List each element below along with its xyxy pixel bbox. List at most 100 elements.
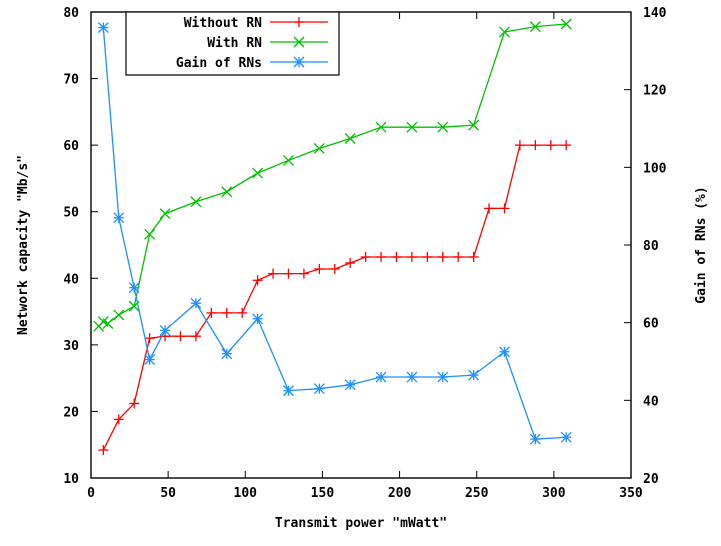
data-point-without-rn bbox=[345, 257, 356, 268]
data-point-without-rn bbox=[391, 251, 402, 262]
data-point-with-rn bbox=[560, 18, 572, 30]
y2-tick-label: 20 bbox=[643, 472, 659, 487]
data-point-gain-of-rns-stroke bbox=[113, 212, 125, 224]
data-point-gain-of-rns-stroke bbox=[97, 22, 109, 33]
data-point-gain-of-rns bbox=[468, 369, 480, 381]
data-point-gain-of-rns-stroke bbox=[144, 354, 156, 366]
data-point-with-rn-stroke bbox=[529, 21, 541, 33]
data-point-gain-of-rns-stroke bbox=[283, 385, 294, 397]
data-point-without-rn bbox=[252, 275, 263, 286]
data-point-gain-of-rns bbox=[144, 354, 156, 366]
y2-tick-label: 80 bbox=[643, 239, 659, 254]
data-point-without-rn bbox=[468, 251, 479, 262]
data-point-with-rn-stroke bbox=[283, 154, 294, 166]
data-point-without-rn bbox=[144, 333, 155, 344]
data-point-gain-of-rns bbox=[344, 379, 356, 391]
data-point-gain-of-rns bbox=[313, 383, 325, 395]
data-point-gain-of-rns bbox=[128, 282, 140, 294]
data-point-without-rn bbox=[98, 445, 109, 456]
data-point-without-rn bbox=[422, 251, 433, 262]
data-point-with-rn-stroke bbox=[113, 309, 125, 321]
data-point-with-rn bbox=[375, 121, 387, 133]
x-tick-label: 100 bbox=[234, 486, 258, 501]
data-point-with-rn-stroke bbox=[560, 18, 572, 30]
data-point-with-rn-stroke bbox=[313, 143, 325, 154]
series-line-without-rn bbox=[102, 144, 567, 451]
y2-tick-label: 60 bbox=[643, 317, 659, 332]
data-point-with-rn bbox=[529, 21, 541, 33]
data-point-with-rn-stroke bbox=[344, 133, 356, 144]
data-point-gain-of-rns-stroke bbox=[529, 433, 541, 445]
data-point-with-rn bbox=[344, 133, 356, 144]
data-point-without-rn bbox=[206, 307, 217, 318]
legend-swatch-marker-gain-of-rns bbox=[293, 56, 305, 68]
data-point-without-rn bbox=[360, 251, 371, 262]
data-point-without-rn bbox=[298, 268, 309, 279]
data-point-gain-of-rns bbox=[529, 433, 541, 445]
data-point-gain-of-rns bbox=[97, 22, 109, 33]
data-point-with-rn bbox=[437, 121, 449, 133]
data-point-gain-of-rns bbox=[159, 324, 171, 336]
y-tick-label: 30 bbox=[63, 339, 79, 354]
data-point-without-rn bbox=[437, 251, 448, 262]
data-point-without-rn bbox=[545, 140, 556, 151]
data-point-gain-of-rns-stroke bbox=[468, 369, 480, 381]
data-point-gain-of-rns bbox=[252, 313, 264, 325]
data-point-without-rn bbox=[406, 251, 417, 262]
data-point-gain-of-rns-stroke bbox=[560, 431, 572, 443]
y2-tick-label: 100 bbox=[643, 161, 667, 176]
legend-swatch-marker-without-rn bbox=[294, 17, 304, 27]
data-point-gain-of-rns bbox=[113, 212, 125, 224]
data-point-gain-of-rns bbox=[375, 371, 387, 383]
y2-axis-title: Gain of RNs (%) bbox=[694, 186, 709, 303]
series-line-with-rn bbox=[98, 23, 567, 327]
data-point-gain-of-rns-stroke bbox=[375, 371, 387, 383]
data-point-gain-of-rns-stroke bbox=[437, 371, 449, 383]
data-point-without-rn bbox=[484, 203, 495, 214]
data-point-with-rn bbox=[190, 196, 202, 208]
data-point-gain-of-rns-stroke bbox=[221, 348, 233, 360]
series-without-rn bbox=[98, 140, 572, 456]
data-point-gain-of-rns bbox=[560, 431, 572, 443]
series-line-gain-of-rns bbox=[102, 27, 567, 440]
data-point-gain-of-rns-stroke bbox=[313, 383, 325, 395]
legend-swatch-marker-gain-of-rns-stroke bbox=[293, 56, 305, 68]
data-point-with-rn-stroke bbox=[499, 26, 510, 38]
legend-swatch-marker-with-rn-stroke bbox=[293, 36, 305, 48]
series-gain-of-rns bbox=[97, 22, 572, 445]
data-point-with-rn bbox=[499, 26, 510, 38]
data-point-without-rn bbox=[175, 331, 186, 342]
data-point-without-rn bbox=[237, 307, 248, 318]
data-point-with-rn bbox=[252, 167, 264, 179]
legend-label-without-rn: Without RN bbox=[184, 16, 262, 31]
data-point-with-rn-stroke bbox=[190, 196, 202, 208]
data-point-with-rn-stroke bbox=[252, 167, 264, 179]
legend-label-with-rn: With RN bbox=[207, 36, 262, 51]
y-tick-label: 40 bbox=[63, 272, 79, 287]
data-point-without-rn bbox=[499, 203, 510, 214]
data-point-gain-of-rns bbox=[437, 371, 449, 383]
x-tick-label: 50 bbox=[160, 486, 176, 501]
legend: Without RN With RN Gain of RNs bbox=[125, 11, 340, 76]
data-point-with-rn bbox=[313, 143, 325, 154]
data-point-with-rn bbox=[102, 318, 114, 330]
data-point-with-rn-stroke bbox=[144, 228, 156, 240]
data-point-without-rn bbox=[221, 307, 232, 318]
data-point-gain-of-rns-stroke bbox=[128, 282, 140, 294]
data-point-gain-of-rns bbox=[283, 385, 294, 397]
data-point-without-rn bbox=[283, 268, 294, 279]
legend-swatches bbox=[270, 17, 328, 68]
data-point-gain-of-rns bbox=[406, 371, 418, 383]
data-point-with-rn-stroke bbox=[159, 208, 171, 220]
data-point-without-rn bbox=[268, 268, 279, 279]
y-tick-label: 80 bbox=[63, 6, 79, 21]
data-point-with-rn-stroke bbox=[406, 121, 418, 133]
data-point-with-rn bbox=[113, 309, 125, 321]
data-point-without-rn bbox=[561, 140, 572, 151]
x-tick-label: 250 bbox=[465, 486, 489, 501]
data-point-gain-of-rns-stroke bbox=[190, 297, 202, 309]
y2-tick-label: 40 bbox=[643, 394, 659, 409]
data-point-without-rn bbox=[190, 331, 201, 342]
data-point-without-rn bbox=[113, 414, 124, 425]
data-point-with-rn bbox=[283, 154, 294, 166]
